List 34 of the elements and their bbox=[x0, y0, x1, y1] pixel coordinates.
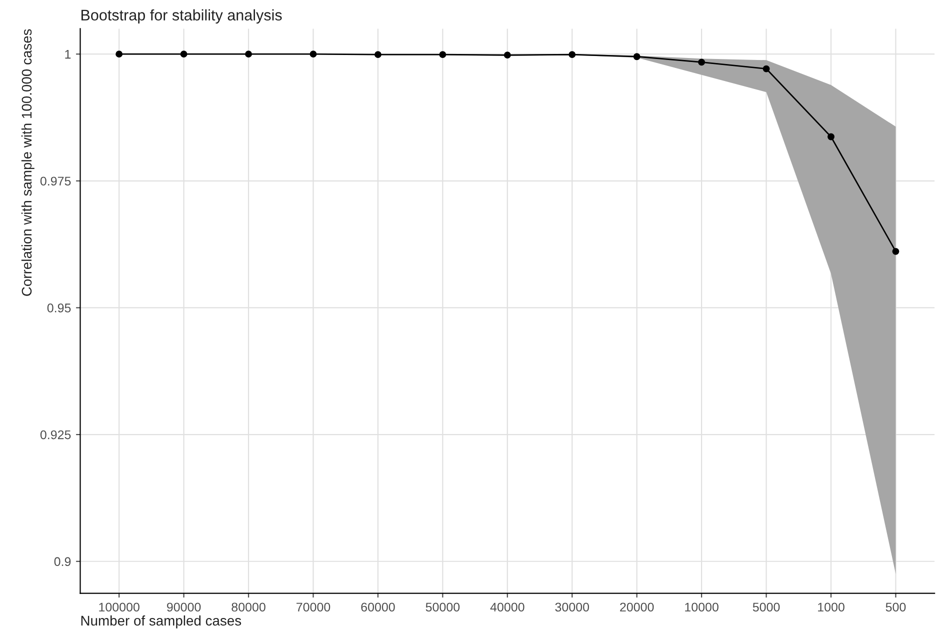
y-tick-label: 0.9 bbox=[54, 557, 71, 566]
chart-title: Bootstrap for stability analysis bbox=[81, 9, 282, 24]
point bbox=[374, 51, 382, 58]
x-tick-label: 40000 bbox=[490, 602, 524, 612]
point bbox=[310, 50, 317, 58]
point bbox=[892, 248, 900, 255]
x-tick-label: 500 bbox=[886, 602, 906, 612]
point bbox=[762, 65, 770, 72]
point bbox=[245, 50, 252, 58]
point bbox=[633, 53, 640, 60]
x-tick-label: 60000 bbox=[361, 602, 395, 612]
x-tick-label: 1000 bbox=[818, 602, 844, 612]
point bbox=[828, 133, 834, 140]
y-axis-title: Correlation with sample with 100.000 cases bbox=[21, 29, 34, 296]
point bbox=[698, 58, 706, 66]
x-tick-label: 20000 bbox=[620, 602, 654, 612]
point bbox=[568, 51, 576, 58]
x-tick-label: 80000 bbox=[232, 602, 266, 612]
y-tick-label: 0.925 bbox=[40, 430, 71, 440]
x-axis-title: Number of sampled cases bbox=[81, 615, 242, 628]
x-tick-label: 100000 bbox=[99, 602, 140, 612]
x-tick-label: 5000 bbox=[752, 602, 780, 612]
y-tick-label: 0.975 bbox=[40, 176, 71, 186]
point bbox=[180, 50, 188, 58]
y-tick-label: 1 bbox=[65, 50, 71, 59]
point bbox=[116, 50, 123, 58]
point bbox=[439, 51, 446, 58]
x-tick-label: 70000 bbox=[296, 602, 330, 612]
y-tick-label: 0.95 bbox=[47, 304, 71, 312]
point bbox=[504, 52, 511, 59]
x-tick-label: 90000 bbox=[167, 602, 201, 612]
x-tick-label: 30000 bbox=[555, 602, 590, 612]
x-tick-label: 10000 bbox=[685, 602, 718, 612]
x-tick-label: 50000 bbox=[426, 602, 460, 612]
